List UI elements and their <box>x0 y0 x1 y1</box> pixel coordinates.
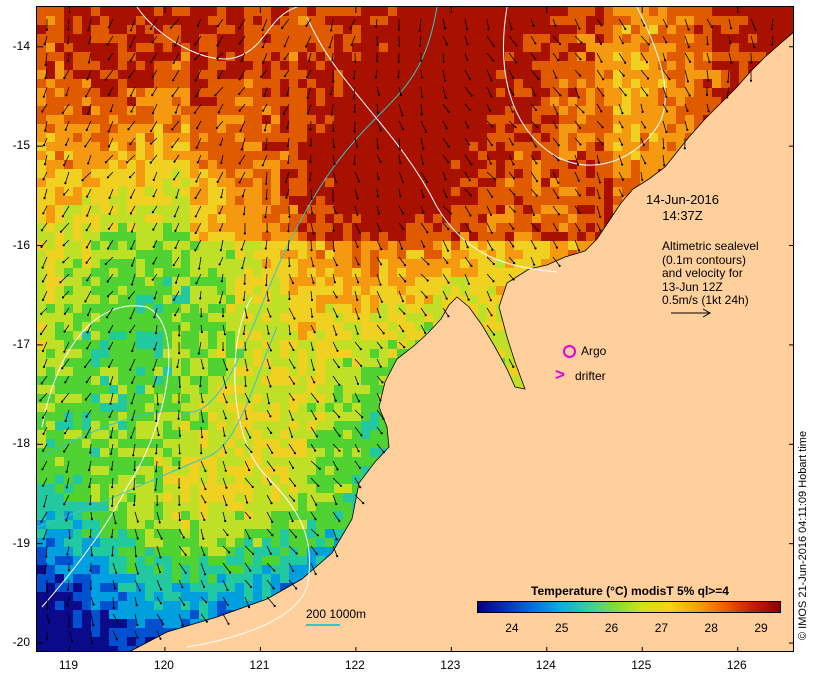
y-tick-label: -19 <box>12 535 30 550</box>
x-tick-label: 119 <box>58 658 79 672</box>
image-date: 14-Jun-2016 <box>646 192 719 207</box>
x-tick-label: 121 <box>249 658 270 672</box>
colorbar-tick-label: 25 <box>555 621 569 635</box>
x-tick-label: 120 <box>153 658 174 672</box>
colorbar <box>477 601 781 613</box>
info-line-4: 13-Jun 12Z <box>662 279 723 294</box>
argo-marker-icon <box>563 345 576 358</box>
credit-text: © IMOS 21-Jun-2016 04:11:09 Hobart time <box>797 430 809 640</box>
sealevel-contour <box>503 7 666 166</box>
y-tick-label: -14 <box>12 38 30 53</box>
x-tick-label: 126 <box>726 658 747 672</box>
x-tick-label: 125 <box>631 658 652 672</box>
image-time: 14:37Z <box>662 208 703 223</box>
y-tick-label: -16 <box>12 237 30 252</box>
velocity-vectors <box>39 18 774 644</box>
colorbar-tick-label: 26 <box>604 621 619 635</box>
sealevel-contours <box>41 7 666 648</box>
vector-scale-arrow <box>671 308 712 318</box>
isobath-line <box>41 7 438 458</box>
y-tick-label: -15 <box>12 138 30 153</box>
argo-label: Argo <box>581 344 607 358</box>
sealevel-contour <box>306 16 558 273</box>
colorbar-title: Temperature (°C) modisT 5% ql>=4 <box>531 584 729 598</box>
y-tick-label: -20 <box>12 635 30 650</box>
sst-map-canvas <box>37 7 793 651</box>
sst-map <box>36 6 794 652</box>
colorbar-tick-label: 24 <box>505 621 519 635</box>
info-line-2: (0.1m contours) <box>662 252 747 267</box>
colorbar-tick-label: 28 <box>704 621 718 635</box>
altimetry-info: Altimetric sealevel (0.1m contours) and … <box>662 239 759 308</box>
sealevel-contour <box>41 305 170 608</box>
info-line-1: Altimetric sealevel <box>662 239 759 253</box>
x-tick-label: 124 <box>535 658 556 672</box>
y-tick-label: -17 <box>12 336 30 351</box>
axis-tick-marks <box>37 7 793 651</box>
isobath-line <box>37 326 278 528</box>
x-tick-label: 123 <box>440 658 461 672</box>
info-line-3: and velocity for <box>662 266 743 280</box>
colorbar-tick-label: 29 <box>754 621 768 635</box>
colorbar-tick-label: 27 <box>654 621 669 635</box>
isobath-lines <box>37 7 438 528</box>
sealevel-contour <box>186 296 311 648</box>
image-datetime: 14-Jun-2016 14:37Z <box>646 192 719 224</box>
drifter-marker-icon: > <box>555 365 565 384</box>
sealevel-contour <box>136 7 298 60</box>
drifter-label: drifter <box>575 369 606 383</box>
x-tick-label: 122 <box>344 658 365 672</box>
info-line-5: 0.5m/s (1kt 24h) <box>662 293 749 307</box>
y-tick-label: -18 <box>12 436 30 451</box>
isobath-legend-label: 200 1000m <box>306 607 367 621</box>
isobath-legend-line <box>306 624 340 626</box>
